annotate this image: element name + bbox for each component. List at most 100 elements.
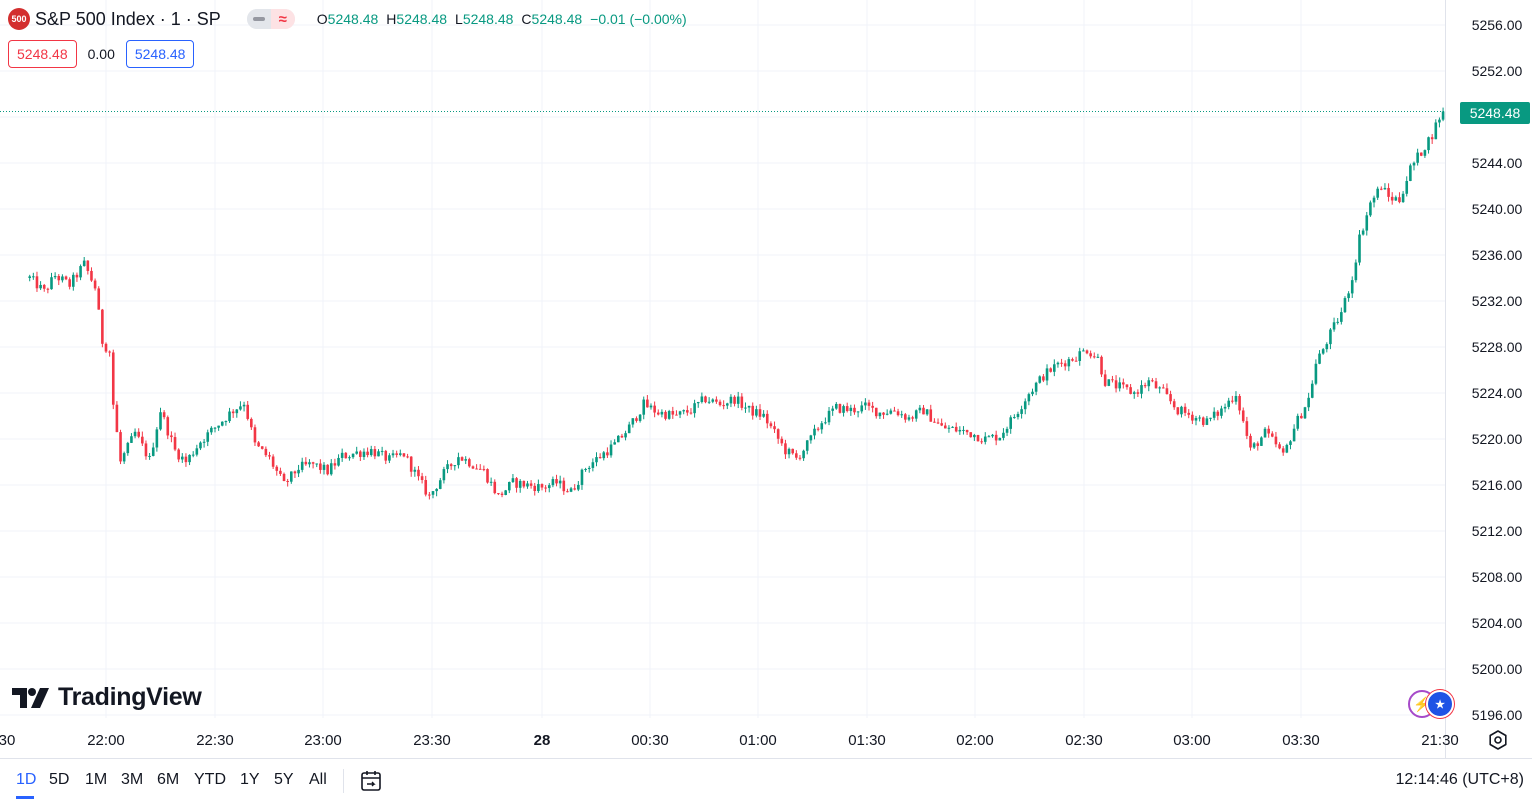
candle-body bbox=[1416, 152, 1419, 163]
candle bbox=[965, 429, 969, 435]
range-all[interactable]: All bbox=[309, 771, 327, 788]
range-1y[interactable]: 1Y bbox=[240, 771, 260, 788]
goto-date-calendar-icon[interactable] bbox=[359, 769, 383, 793]
candle-body bbox=[835, 403, 838, 409]
tradingview-logo[interactable]: TradingView bbox=[12, 683, 202, 712]
timezone-clock[interactable]: 12:14:46 (UTC+8) bbox=[1395, 771, 1524, 788]
candle bbox=[722, 400, 725, 410]
candle-body bbox=[242, 404, 246, 407]
candle-body bbox=[562, 480, 566, 492]
candle bbox=[624, 430, 627, 441]
candle-body bbox=[1434, 122, 1438, 140]
candle-body bbox=[1430, 137, 1434, 140]
candle bbox=[1274, 431, 1278, 448]
candle-body bbox=[1194, 418, 1198, 421]
candle bbox=[329, 459, 333, 476]
candle-body bbox=[148, 455, 151, 457]
candle bbox=[57, 274, 61, 286]
time-scale[interactable]: 30 22:00 22:30 23:00 23:30 28 00:30 01:00 01:30 0… bbox=[0, 732, 1459, 749]
candle bbox=[257, 440, 260, 448]
ohlc-key: O bbox=[316, 11, 328, 27]
range-5y[interactable]: 5Y bbox=[274, 771, 294, 788]
candle bbox=[1252, 441, 1256, 450]
candle bbox=[882, 412, 885, 419]
candle bbox=[656, 409, 660, 416]
candle-body bbox=[468, 459, 471, 467]
candle bbox=[111, 349, 115, 410]
candle-body bbox=[1365, 215, 1369, 231]
candle bbox=[1038, 375, 1042, 384]
minus-icon[interactable] bbox=[246, 9, 271, 29]
range-6m[interactable]: 6M bbox=[157, 771, 180, 788]
candle-body bbox=[1067, 359, 1071, 367]
candle bbox=[529, 480, 533, 489]
time-tick-label: 30 bbox=[0, 732, 15, 749]
candle bbox=[173, 432, 177, 452]
ohlc-value: 5248.48 bbox=[531, 11, 583, 27]
candle-body bbox=[511, 478, 515, 483]
candle-body bbox=[907, 417, 911, 420]
candle bbox=[1376, 186, 1379, 200]
candle-body bbox=[1074, 360, 1078, 362]
candle-body bbox=[704, 396, 707, 403]
candle bbox=[1147, 377, 1151, 392]
symbol-title[interactable]: S&P 500 Index · 1 · SP bbox=[35, 8, 221, 29]
candle bbox=[340, 448, 344, 462]
us-flag-icon[interactable]: ★ bbox=[1426, 690, 1454, 718]
candle-body bbox=[1020, 409, 1023, 414]
candle-body bbox=[1383, 187, 1387, 190]
range-ytd[interactable]: YTD bbox=[194, 771, 226, 788]
candle bbox=[606, 447, 609, 458]
candle-body bbox=[1100, 356, 1103, 375]
candle bbox=[35, 271, 39, 292]
candle bbox=[64, 275, 68, 281]
range-1m[interactable]: 1M bbox=[85, 771, 108, 788]
range-1d[interactable]: 1D bbox=[16, 771, 37, 788]
price-tick-label: 5228.00 bbox=[1472, 339, 1523, 355]
candle bbox=[406, 453, 409, 459]
candle-body bbox=[413, 469, 417, 472]
candle bbox=[914, 409, 918, 422]
candle-body bbox=[1092, 356, 1096, 358]
candle-body bbox=[373, 449, 377, 457]
candle-body bbox=[1350, 280, 1354, 294]
candle bbox=[944, 422, 947, 429]
range-3m[interactable]: 3M bbox=[121, 771, 144, 788]
candle-body bbox=[551, 479, 555, 486]
range-5d[interactable]: 5D bbox=[49, 771, 70, 788]
candle bbox=[1369, 200, 1372, 217]
candle-body bbox=[1143, 385, 1147, 387]
candle-body bbox=[1158, 387, 1161, 389]
candle bbox=[1361, 228, 1365, 236]
candle bbox=[417, 466, 420, 481]
candle-body bbox=[39, 284, 42, 289]
price-scale[interactable]: 5256.005252.005248.005244.005240.005236.… bbox=[1472, 17, 1523, 723]
settings-gear-icon[interactable] bbox=[1486, 728, 1510, 752]
candle-body bbox=[1369, 202, 1372, 216]
candle bbox=[1180, 405, 1183, 418]
compare-icon[interactable]: ≈ bbox=[270, 9, 295, 29]
candle-body bbox=[631, 418, 635, 425]
candle-body bbox=[1071, 359, 1074, 361]
lightning-icon[interactable]: ⚡ bbox=[1408, 690, 1436, 718]
candle bbox=[1340, 307, 1343, 325]
candle bbox=[849, 404, 853, 416]
comparison-toggle[interactable]: ≈ bbox=[246, 9, 295, 29]
candle bbox=[1140, 380, 1143, 399]
candle-body bbox=[275, 466, 279, 471]
symbol-logo[interactable]: 500 bbox=[8, 8, 30, 30]
candle-body bbox=[1103, 374, 1107, 386]
buy-price-button[interactable]: 5248.48 bbox=[125, 40, 195, 68]
candle-body bbox=[744, 407, 747, 409]
sell-price-button[interactable]: 5248.48 bbox=[8, 40, 77, 68]
candle-body bbox=[86, 260, 90, 271]
candle bbox=[987, 434, 991, 438]
candle-body bbox=[893, 410, 896, 412]
candle-body bbox=[1176, 407, 1180, 415]
candle bbox=[46, 287, 50, 294]
candle-body bbox=[682, 410, 685, 412]
candle bbox=[1071, 357, 1074, 362]
price-tick-label: 5240.00 bbox=[1472, 201, 1523, 217]
candle bbox=[402, 453, 406, 458]
